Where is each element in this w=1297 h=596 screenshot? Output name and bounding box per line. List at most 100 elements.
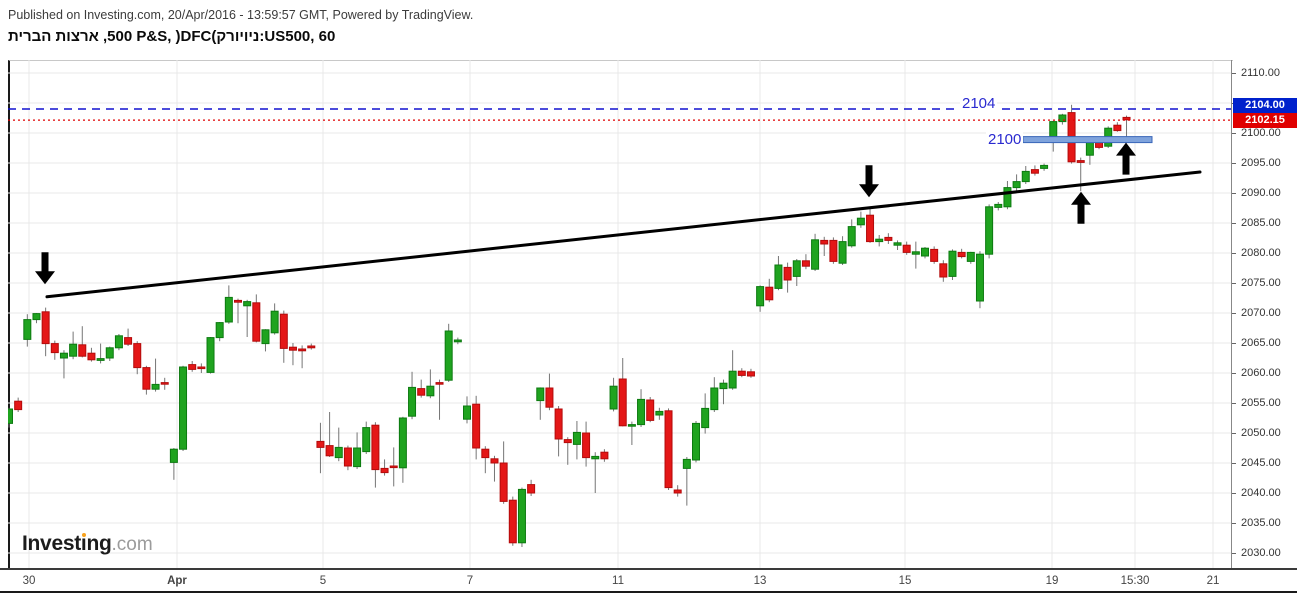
down-arrow-icon[interactable] <box>859 165 879 198</box>
candle <box>930 248 939 262</box>
price-axis-label: 2035.00 <box>1241 516 1281 529</box>
candle <box>325 445 334 457</box>
price-axis-label: 2095.00 <box>1241 156 1281 169</box>
candle <box>114 335 123 349</box>
price-tick <box>1232 403 1236 404</box>
up-arrow-icon[interactable] <box>1116 142 1136 175</box>
candle <box>811 239 820 270</box>
price-chart-canvas[interactable] <box>8 60 1231 568</box>
down-arrow-icon[interactable] <box>35 252 55 285</box>
price-tick <box>1232 493 1236 494</box>
candle <box>746 371 755 377</box>
price-axis-label: 2060.00 <box>1241 366 1281 379</box>
last-price-badge: 2102.15 <box>1233 113 1297 128</box>
candle <box>756 286 765 307</box>
candle <box>536 387 545 402</box>
candle <box>1003 187 1012 208</box>
candle <box>270 310 279 334</box>
time-axis-label: 19 <box>1045 575 1059 587</box>
candle <box>939 263 948 278</box>
chart-title-segment: ,500 P&S, )DFC( <box>98 28 217 45</box>
candle <box>884 236 893 241</box>
candle <box>215 322 224 339</box>
chart-title-segment: ניויורק <box>216 28 260 45</box>
candle <box>765 286 774 301</box>
candle <box>948 250 957 277</box>
trendline[interactable] <box>45 170 1202 299</box>
price-axis-label: 2100.00 <box>1241 126 1281 139</box>
candle <box>966 251 975 262</box>
support-level-label[interactable]: 2100 <box>986 131 1024 148</box>
candle <box>316 440 325 448</box>
price-tick <box>1232 133 1236 134</box>
candle <box>435 382 444 385</box>
candle <box>59 352 68 359</box>
candle <box>234 299 242 303</box>
candle <box>389 465 398 469</box>
price-axis[interactable]: 2110.002105.002100.002095.002090.002085.… <box>1231 60 1297 568</box>
candle <box>1040 164 1049 169</box>
support-level-bar[interactable] <box>1022 136 1153 144</box>
logo-rest: ng <box>86 532 112 555</box>
candle <box>426 385 435 397</box>
candle <box>78 344 87 357</box>
price-tick <box>1232 553 1236 554</box>
time-axis-label: Apr <box>167 575 187 587</box>
price-tick <box>1232 283 1236 284</box>
candle <box>875 238 884 243</box>
candle <box>96 358 105 361</box>
candle <box>618 378 627 427</box>
candle <box>527 484 536 494</box>
candle <box>801 260 810 267</box>
candle <box>206 337 215 373</box>
time-axis-label: 15:30 <box>1120 575 1150 587</box>
candle <box>591 455 600 460</box>
candle <box>921 247 929 257</box>
price-axis-label: 2070.00 <box>1241 306 1281 319</box>
candle <box>655 410 664 416</box>
candle <box>600 451 609 460</box>
time-axis-label: 7 <box>466 575 474 587</box>
candle <box>692 422 700 461</box>
candle <box>783 266 792 281</box>
logo-orange-dot-icon <box>81 533 86 537</box>
price-tick <box>1232 253 1236 254</box>
candle <box>362 427 371 453</box>
up-arrow-icon[interactable] <box>1071 191 1091 224</box>
candle <box>554 408 563 440</box>
candle <box>197 366 206 370</box>
price-tick <box>1232 373 1236 374</box>
price-axis-label: 2065.00 <box>1241 336 1281 349</box>
price-axis-label: 2055.00 <box>1241 396 1281 409</box>
candle <box>911 251 920 255</box>
candle <box>508 499 517 544</box>
candle <box>298 348 307 352</box>
price-axis-label: 2075.00 <box>1241 276 1281 289</box>
time-axis-label: 5 <box>319 575 327 587</box>
time-axis[interactable]: 30 Apr 5 7 11 13 15 19 15:30 21 <box>0 568 1297 596</box>
candle <box>517 488 526 544</box>
price-tick <box>1232 223 1236 224</box>
candle <box>985 206 994 255</box>
time-axis-label: 30 <box>22 575 36 587</box>
price-tick <box>1232 433 1236 434</box>
price-tick <box>1232 523 1236 524</box>
candle <box>774 264 783 289</box>
candle <box>490 458 499 464</box>
candle <box>124 337 133 345</box>
candle <box>902 244 911 253</box>
candle <box>1030 169 1039 174</box>
price-axis-label: 2045.00 <box>1241 456 1281 469</box>
alert-level-label[interactable]: 2104 <box>960 95 998 112</box>
chart-plot-area[interactable] <box>8 60 1233 569</box>
candle <box>453 339 462 343</box>
candle <box>417 388 426 396</box>
time-axis-label: 11 <box>612 575 624 587</box>
candle <box>701 407 710 429</box>
candle <box>444 330 453 381</box>
candle <box>1058 114 1067 123</box>
candle <box>866 214 875 243</box>
candle <box>371 424 380 471</box>
candle <box>1049 121 1058 138</box>
price-axis-label: 2090.00 <box>1241 186 1281 199</box>
